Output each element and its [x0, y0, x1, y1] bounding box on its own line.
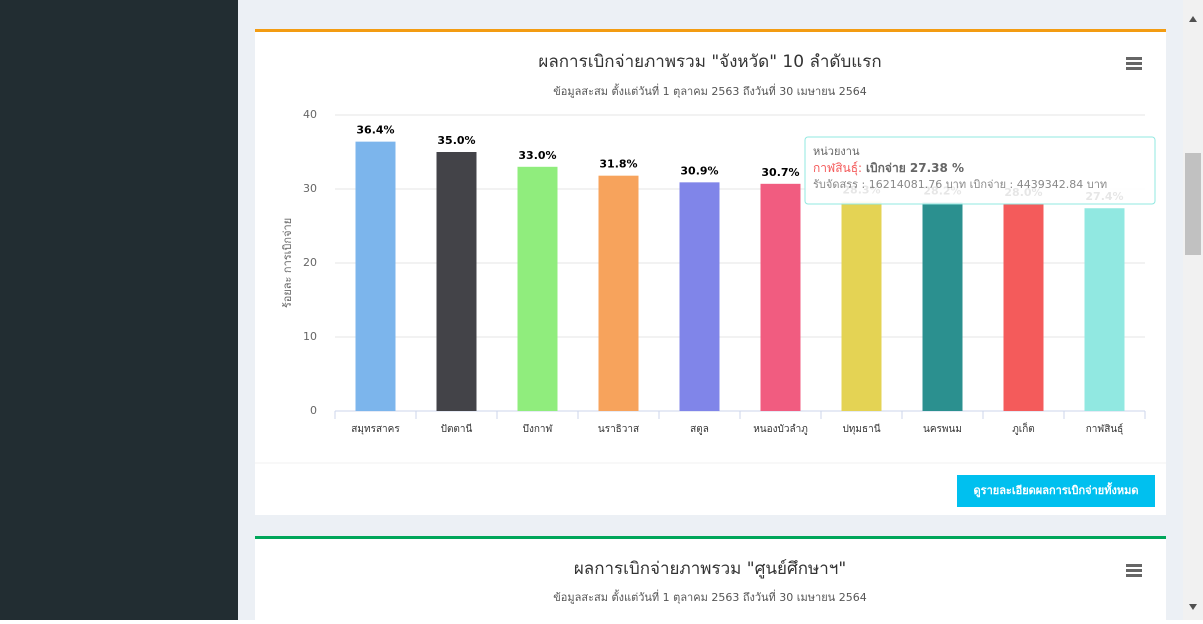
bar	[436, 152, 477, 411]
bar	[1084, 208, 1125, 411]
x-tick-label: สตูล	[690, 424, 709, 435]
tooltip-detail: รับจัดสรร : 16214081.76 บาท เบิกจ่าย : 4…	[813, 178, 1107, 191]
chart-title: ผลการเบิกจ่ายภาพรวม "ศูนย์ศึกษาฯ"	[574, 559, 846, 579]
tooltip-name: กาฬสินธุ์:	[813, 161, 862, 176]
y-axis-label: ร้อยละ การเบิกจ่าย	[281, 218, 294, 308]
chart-subtitle: ข้อมูลสะสม ตั้งแต่วันที่ 1 ตุลาคม 2563 ถ…	[553, 83, 866, 98]
x-tick-label: ภูเก็ต	[1012, 421, 1035, 435]
data-label: 36.4%	[356, 124, 394, 137]
scrollbar-thumb[interactable]	[1185, 153, 1201, 255]
bar	[679, 182, 720, 411]
details-button[interactable]	[957, 475, 1155, 507]
bar	[841, 201, 882, 411]
bar	[598, 175, 639, 411]
card-border	[255, 29, 1166, 32]
button-label[interactable]: ดูรายละเอียดผลการเบิกจ่ายทั้งหมด	[974, 482, 1139, 498]
bar	[1003, 203, 1044, 411]
menu-bar[interactable]	[1126, 67, 1142, 70]
menu-icon[interactable]	[1126, 564, 1142, 577]
scrollbar[interactable]	[1183, 0, 1203, 620]
menu-bar[interactable]	[1126, 569, 1142, 572]
y-tick-label: 30	[303, 182, 317, 195]
menu-bar[interactable]	[1126, 62, 1142, 65]
menu-bar[interactable]	[1126, 57, 1142, 60]
bar	[922, 202, 963, 411]
menu-bar[interactable]	[1126, 574, 1142, 577]
menu-bar[interactable]	[1126, 564, 1142, 567]
scroll-up[interactable]	[1189, 16, 1197, 22]
x-tick-label: นราธิวาส	[598, 424, 639, 435]
plot: 0 10 20 30 40 สมุทรสาคร 36.4% ปัตตานี 35.0% บึงกา…	[303, 108, 1146, 435]
bar	[517, 166, 558, 411]
sidebar	[0, 0, 238, 620]
tooltip-value: เบิกจ่าย 27.38 %	[866, 161, 964, 175]
x-tick-label: กาฬสินธุ์	[1086, 423, 1124, 435]
x-tick-label: บึงกาฬ	[523, 423, 554, 435]
tooltip-header: หน่วยงาน	[813, 145, 860, 158]
tooltip-line: กาฬสินธุ์: เบิกจ่าย 27.38 %	[813, 161, 964, 176]
data-label: 30.9%	[680, 164, 718, 177]
menu-icon[interactable]	[1126, 57, 1142, 70]
card-border	[255, 536, 1166, 539]
x-tick-label: หนองบัวลำภู	[753, 424, 808, 435]
x-tick-label: ปัตตานี	[441, 423, 473, 435]
data-label: 31.8%	[599, 158, 637, 171]
bar	[355, 141, 396, 411]
tooltip: หน่วยงาน กาฬสินธุ์: เบิกจ่าย 27.38 % รับ…	[804, 136, 1156, 205]
scroll-down[interactable]	[1189, 604, 1197, 610]
data-label: 33.0%	[518, 149, 556, 162]
y-tick-label: 0	[310, 404, 317, 417]
y-tick-label: 10	[303, 330, 317, 343]
card	[255, 536, 1166, 624]
x-tick-label: สมุทรสาคร	[351, 424, 400, 435]
chart-subtitle: ข้อมูลสะสม ตั้งแต่วันที่ 1 ตุลาคม 2563 ถ…	[553, 589, 866, 604]
y-tick-label: 40	[303, 108, 317, 121]
tooltip-box	[804, 136, 1156, 205]
x-tick-label: นครพนม	[923, 424, 962, 435]
chart-title: ผลการเบิกจ่ายภาพรวม "จังหวัด" 10 ลำดับแร…	[538, 52, 881, 72]
data-label: 30.7%	[761, 166, 799, 179]
bar	[760, 183, 801, 411]
y-tick-label: 20	[303, 256, 317, 269]
data-label: 35.0%	[437, 134, 475, 147]
x-tick-label: ปทุมธานี	[842, 423, 880, 435]
